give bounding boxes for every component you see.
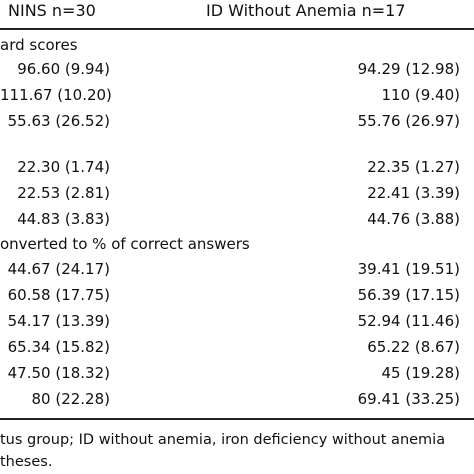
table-cell: 44.76 (3.88) [367,210,460,228]
table-cell: 22.35 (1.27) [367,158,460,176]
table-cell: 111.67 (10.20) [0,86,112,104]
table-cell: 44.83 (3.83) [17,210,110,228]
table-cell: 54.17 (13.39) [7,312,110,330]
header-nins: NINS n=30 [8,1,96,20]
table-cell: 110 (9.40) [381,86,460,104]
table-cell: 80 (22.28) [31,390,110,408]
table-cell: 22.53 (2.81) [17,184,110,202]
table-cell: 94.29 (12.98) [357,60,460,78]
table-cell: 55.63 (26.52) [7,112,110,130]
table-cell: 52.94 (11.46) [357,312,460,330]
section-label-percent-correct: onverted to % of correct answers [0,235,250,253]
table-cell: 47.50 (18.32) [7,364,110,382]
table-cell: 22.41 (3.39) [367,184,460,202]
table-cell: 96.60 (9.94) [17,60,110,78]
header-rule [0,28,474,30]
table-cell: 60.58 (17.75) [7,286,110,304]
table-cell: 65.22 (8.67) [367,338,460,356]
section-label-standard-scores: ard scores [0,36,78,54]
header-id-without-anemia: ID Without Anemia n=17 [206,1,406,20]
table-cell: 55.76 (26.97) [357,112,460,130]
table-cell: 22.30 (1.74) [17,158,110,176]
table-cell: 39.41 (19.51) [357,260,460,278]
table-cell: 45 (19.28) [381,364,460,382]
table-cell: 65.34 (15.82) [7,338,110,356]
footnote-line-1: tus group; ID without anemia, iron defic… [0,432,446,448]
table-cell: 44.67 (24.17) [7,260,110,278]
table-cell: 56.39 (17.15) [357,286,460,304]
table-cell: 69.41 (33.25) [357,390,460,408]
bottom-rule [0,418,474,420]
footnote-line-2: theses. [0,454,53,470]
